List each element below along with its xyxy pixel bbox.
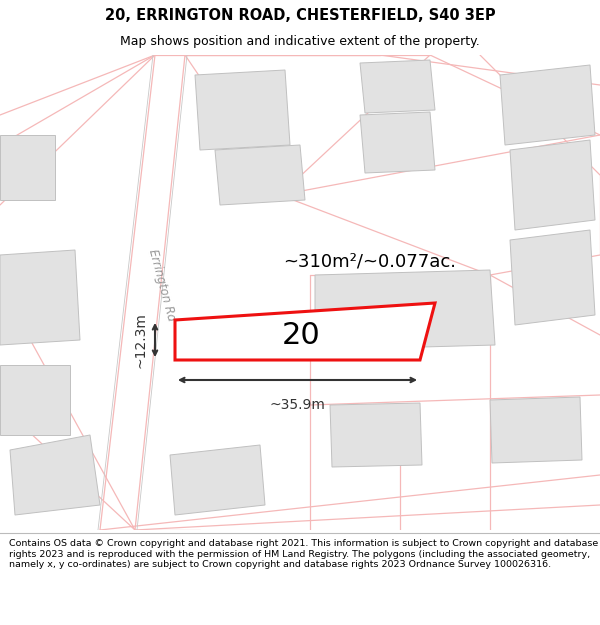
Text: Contains OS data © Crown copyright and database right 2021. This information is : Contains OS data © Crown copyright and d… (9, 539, 598, 569)
Polygon shape (0, 365, 70, 435)
Text: ~12.3m: ~12.3m (133, 312, 147, 368)
Polygon shape (195, 70, 290, 150)
Text: 20: 20 (282, 321, 320, 350)
Text: Map shows position and indicative extent of the property.: Map shows position and indicative extent… (120, 35, 480, 48)
Polygon shape (510, 230, 595, 325)
Polygon shape (500, 65, 595, 145)
Text: ~35.9m: ~35.9m (269, 398, 325, 412)
Text: 20, ERRINGTON ROAD, CHESTERFIELD, S40 3EP: 20, ERRINGTON ROAD, CHESTERFIELD, S40 3E… (104, 8, 496, 23)
Polygon shape (490, 397, 582, 463)
Polygon shape (330, 403, 422, 467)
Polygon shape (10, 435, 100, 515)
Polygon shape (360, 112, 435, 173)
Text: ~310m²/~0.077ac.: ~310m²/~0.077ac. (284, 252, 457, 270)
Polygon shape (0, 135, 55, 200)
Polygon shape (0, 250, 80, 345)
Polygon shape (315, 270, 495, 350)
Polygon shape (215, 145, 305, 205)
Polygon shape (510, 140, 595, 230)
Polygon shape (360, 60, 435, 113)
Text: Errington Rd: Errington Rd (146, 248, 178, 322)
Polygon shape (175, 303, 435, 360)
Polygon shape (170, 445, 265, 515)
